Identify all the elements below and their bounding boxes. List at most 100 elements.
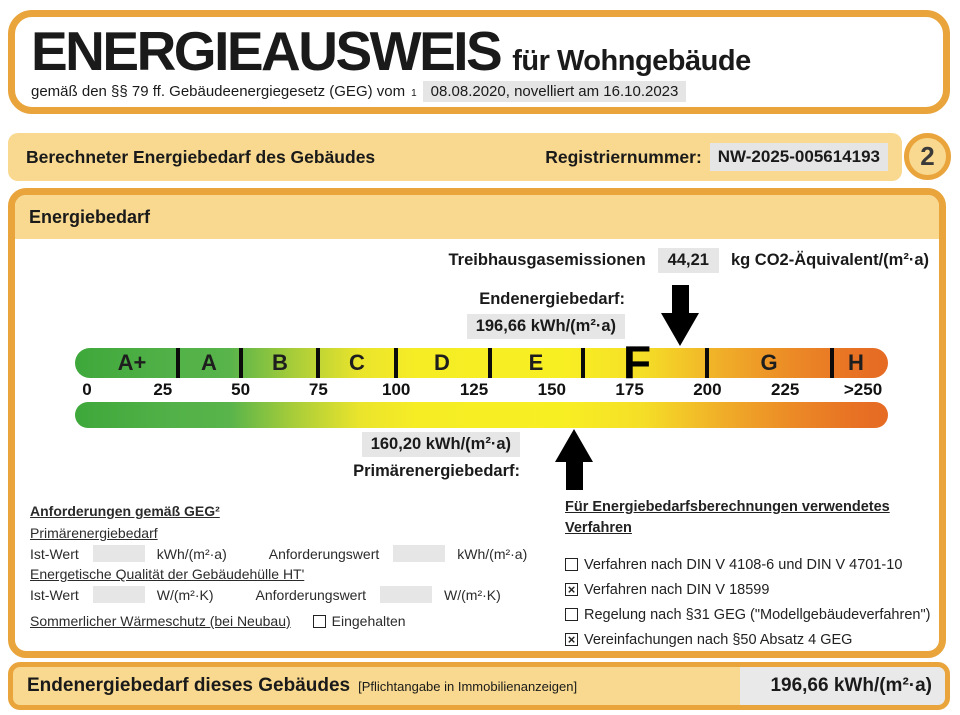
tick-0: 0 [82,380,92,399]
band-title: Berechneter Energiebedarf des Gebäudes [26,146,376,167]
eingehalten-label: Eingehalten [331,613,406,629]
class-label-h: H [848,350,864,375]
requirements-row1-heading: Primärenergiebedarf [30,525,158,541]
tick-250plus: >250 [843,380,883,399]
ist-wert-unit: W/(m²·K) [156,586,214,603]
gradient-bar [75,402,888,428]
class-label-g: G [760,350,778,375]
emissions-value: 44,21 [657,248,719,273]
primary-energy-label: Primärenergiebedarf: [353,462,520,480]
requirements-block: Anforderungen gemäß GEG² Primärenergiebe… [30,503,550,629]
panel-title: Energiebedarf [15,195,939,239]
energy-demand-panel: Energiebedarf Treibhausgasemissionen 44,… [8,188,946,658]
procedure-item-label: Verfahren nach DIN V 4108-6 und DIN V 47… [584,556,903,573]
procedure-title-line2: Verfahren [565,520,632,536]
tick-25: 25 [153,380,173,399]
din-4108-checkbox [565,558,578,571]
procedure-item-label: Vereinfachungen nach §50 Absatz 4 GEG [584,631,853,648]
section-band: Berechneter Energiebedarf des Gebäudes R… [8,133,902,181]
law-reference: gemäß den §§ 79 ff. Gebäudeenergiegesetz… [31,80,943,102]
ist-wert-label: Ist-Wert [30,545,79,562]
arrow-head [555,429,593,462]
footer-note: [Pflichtangabe in Immobilienanzeigen] [358,678,578,694]
ist-wert-unit: kWh/(m²·a) [156,545,227,562]
requirements-title: Anforderungen gemäß GEG² [30,503,220,519]
requirements-row2: Ist-Wert W/(m²·K) Anforderungswert W/(m²… [30,586,550,603]
certificate-title: ENERGIEAUSWEIS [31,20,503,82]
tick-125: 125 [459,380,489,399]
certificate-header: ENERGIEAUSWEIS für Wohngebäude gemäß den… [8,10,950,114]
class-label-e: E [528,350,544,375]
tick-200: 200 [693,380,722,399]
primary-energy-block: 160,20 kWh/(m²·a) Primärenergiebedarf: [315,432,520,481]
scale-divider [705,348,709,378]
anforderungswert-blank-field [380,586,433,603]
page-number-badge: 2 [904,133,951,180]
title-row: ENERGIEAUSWEIS für Wohngebäude [31,20,943,82]
registry-value: NW-2025-005614193 [709,143,888,171]
tick-100: 100 [382,380,411,399]
scale-divider [488,348,492,378]
class-label-d: D [434,350,450,375]
requirements-row1: Ist-Wert kWh/(m²·a) Anforderungswert kWh… [30,545,550,562]
registry-label: Registriernummer: [545,146,702,167]
class-bar: A+ A B C D E F G H [75,338,888,386]
ist-wert-blank-field [92,545,145,562]
emissions-label: Treibhausgasemissionen [448,251,646,269]
tick-175: 175 [615,380,644,399]
procedure-item: Regelung nach §31 GEG ("Modellgebäudever… [565,602,939,627]
primary-energy-marker-arrow-icon [555,429,593,490]
end-energy-block: Endenergiebedarf: 196,66 kWh/(m²·a) [345,290,625,339]
end-energy-value: 196,66 kWh/(m²·a) [466,314,625,339]
scale-divider [239,348,243,378]
scale-divider [176,348,180,378]
summer-heat-protection-row: Sommerlicher Wärmeschutz (bei Neubau) Ei… [30,613,550,629]
emissions-unit: kg CO2-Äquivalent/(m²·a) [730,251,929,269]
footer-band: Endenergiebedarf dieses Gebäudes [Pflich… [8,662,950,710]
ist-wert-blank-field [92,586,145,603]
ist-wert-label: Ist-Wert [30,586,79,603]
end-energy-label: Endenergiebedarf: [479,290,625,308]
class-label-a: A [201,350,217,375]
class-label-a-plus: A+ [117,350,147,375]
scale-divider [394,348,398,378]
requirements-row2-heading: Energetische Qualität der Gebäudehülle H… [30,566,305,582]
arrow-head [661,313,699,346]
law-date-value: 08.08.2020, novelliert am 16.10.2023 [422,80,687,102]
arrow-stem [565,462,583,490]
emissions-row: Treibhausgasemissionen 44,21 kg CO2-Äqui… [449,248,929,273]
anforderungswert-blank-field [393,545,446,562]
class-label-b: B [272,350,288,375]
procedure-item: × Verfahren nach DIN V 18599 [565,577,939,602]
procedure-item-label: Regelung nach §31 GEG ("Modellgebäudever… [584,606,931,623]
end-energy-marker-arrow-icon [661,285,699,346]
procedure-title: Für Energiebedarfsberechnungen verwendet… [565,497,939,539]
registry-group: Registriernummer: NW-2025-005614193 [545,143,888,171]
summer-heat-protection-label: Sommerlicher Wärmeschutz (bei Neubau) [30,613,291,629]
scale-divider [316,348,320,378]
certificate-subtitle: für Wohngebäude [512,45,751,77]
scale-divider [581,348,585,378]
tick-225: 225 [771,380,800,399]
procedure-block: Für Energiebedarfsberechnungen verwendet… [565,497,939,651]
eingehalten-checkbox [312,614,326,628]
procedure-item-label: Verfahren nach DIN V 18599 [584,581,770,598]
tick-150: 150 [537,380,566,399]
tick-75: 75 [308,380,328,399]
scale-tick-row: 0 25 50 75 100 125 150 175 200 225 >250 [75,380,888,402]
anforderungswert-label: Anforderungswert [255,586,367,603]
procedure-item: Verfahren nach DIN V 4108-6 und DIN V 47… [565,552,939,577]
procedure-item: × Vereinfachungen nach §50 Absatz 4 GEG [565,627,939,651]
class-label-f-current: F [622,336,652,388]
law-reference-text: gemäß den §§ 79 ff. Gebäudeenergiegesetz… [31,82,406,100]
modellgebaeude-checkbox [565,608,578,621]
arrow-stem [671,285,689,313]
tick-50: 50 [231,380,251,399]
law-footnote-marker: 1 [411,87,417,99]
anforderungswert-unit: kWh/(m²·a) [457,545,528,562]
class-label-c: C [349,350,365,375]
procedure-title-line1: Für Energiebedarfsberechnungen verwendet… [565,499,890,515]
footer-end-energy-value: 196,66 kWh/(m²·a) [740,667,945,705]
energy-class-scale: A+ A B C D E F G H 0 25 50 75 100 125 15… [75,338,888,428]
anforderungswert-label: Anforderungswert [268,545,380,562]
